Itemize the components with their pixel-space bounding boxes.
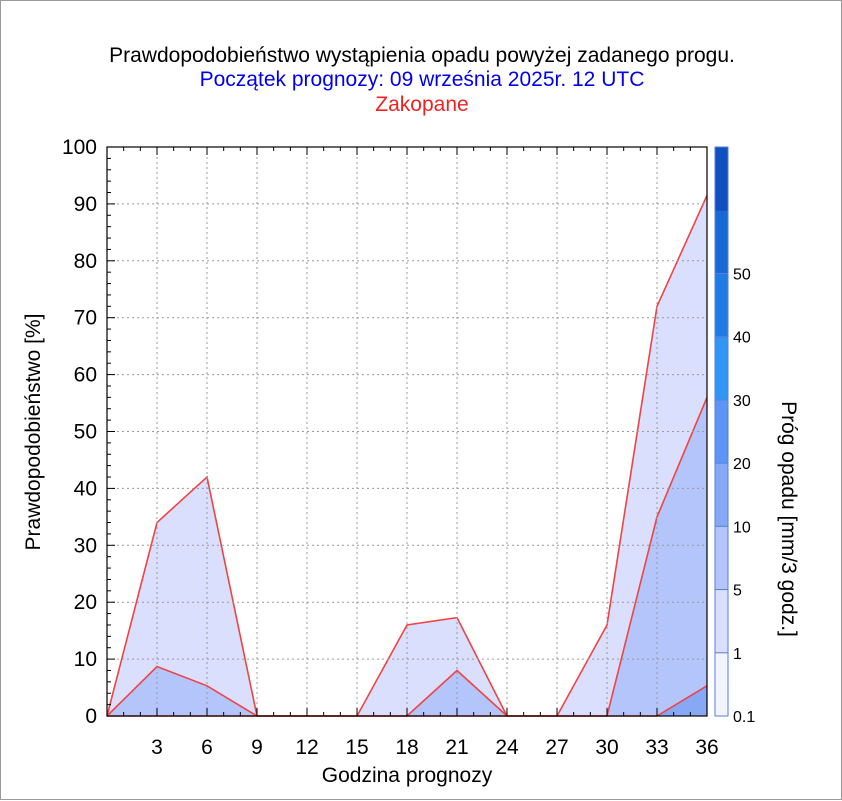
colorbar-tick-label: 1 <box>733 646 742 663</box>
colorbar-segment <box>715 147 728 211</box>
colorbar-tick-label: 40 <box>733 330 751 347</box>
colorbar-segment <box>715 652 728 717</box>
x-tick-label: 18 <box>395 736 418 759</box>
x-tick-label: 33 <box>645 736 668 759</box>
area-threshold-1 <box>107 397 707 716</box>
y-tick-label: 0 <box>85 705 97 728</box>
colorbar-segment <box>715 210 728 274</box>
x-tick-label: 12 <box>295 736 318 759</box>
y-tick-label: 40 <box>74 477 97 500</box>
grid-lines <box>107 147 707 716</box>
colorbar-tick-label: 30 <box>733 393 751 410</box>
y-tick-label: 50 <box>74 421 97 444</box>
y-tick-label: 60 <box>74 364 97 387</box>
y-tick-label: 20 <box>74 591 97 614</box>
colorbar-tick-label: 50 <box>733 266 751 283</box>
x-tick-label: 15 <box>345 736 368 759</box>
x-tick-label: 24 <box>495 736 519 759</box>
y-tick-label: 90 <box>74 193 97 216</box>
x-tick-label: 21 <box>445 736 468 759</box>
colorbar-tick-label: 5 <box>733 583 742 600</box>
colorbar-segment <box>715 589 728 654</box>
threshold-colorbar: 0.1 1 5 10 20 30 40 50 <box>714 146 755 726</box>
y-tick-label: 70 <box>74 307 97 330</box>
x-tick-label: 6 <box>201 736 213 759</box>
colorbar-tick-label: 20 <box>733 456 751 473</box>
x-tick-label: 3 <box>151 736 163 759</box>
colorbar-tick-label: 0.1 <box>733 709 755 726</box>
x-tick-label: 36 <box>695 736 718 759</box>
y-tick-label: 30 <box>74 534 97 557</box>
colorbar-segment <box>715 399 728 464</box>
x-tick-label: 27 <box>545 736 568 759</box>
colorbar-tick-label: 10 <box>733 519 751 536</box>
forecast-start-subtitle: Początek prognozy: 09 września 2025r. 12… <box>199 68 645 91</box>
y-tick-label: 80 <box>74 250 97 273</box>
y-tick-label: 10 <box>74 648 97 671</box>
colorbar-segment <box>715 526 728 591</box>
y-axis-label: Prawdopodobieństwo [%] <box>22 314 45 551</box>
x-tick-label: 30 <box>595 736 618 759</box>
axes <box>106 146 708 717</box>
chart-title: Prawdopodobieństwo wystąpienia opadu pow… <box>109 44 735 67</box>
colorbar-segment <box>715 273 728 338</box>
colorbar-segment <box>715 336 728 401</box>
colorbar-label: Próg opadu [mm/3 godz.] <box>777 401 800 637</box>
x-axis-label: Godzina prognozy <box>322 764 493 787</box>
location-label: Zakopane <box>375 93 469 116</box>
y-tick-label: 100 <box>62 136 97 159</box>
colorbar-segment <box>715 463 728 527</box>
x-tick-label: 9 <box>251 736 263 759</box>
